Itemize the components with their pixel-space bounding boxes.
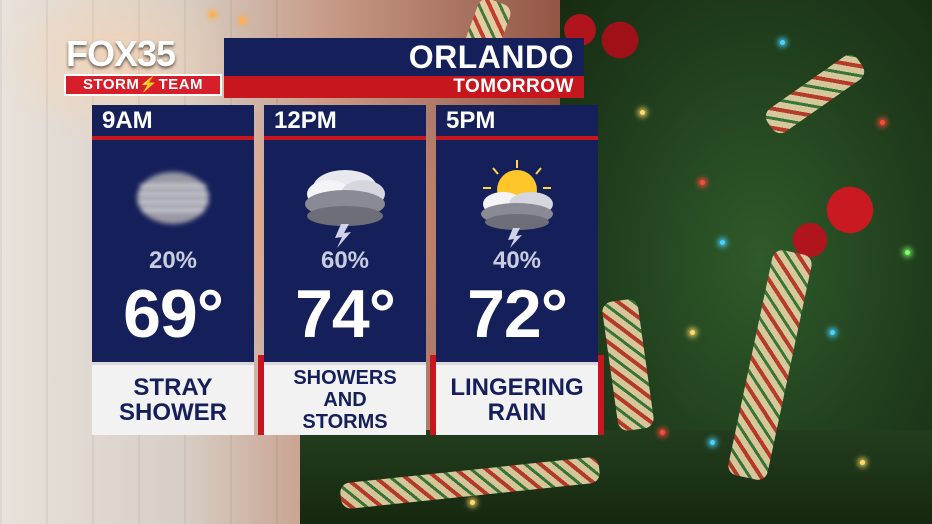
condition-line: STORMS	[302, 411, 388, 433]
tree-light	[210, 12, 215, 17]
channel-number: 35	[137, 33, 176, 74]
panel-footer: LINGERING RAIN	[436, 362, 598, 435]
panel-header: 12PM	[264, 105, 426, 140]
condition-line: LINGERING	[450, 374, 584, 401]
forecast-panel-9am: 9AM 20% 69° STRAY SHOWER	[92, 105, 254, 435]
fox-wordmark: FOX	[66, 33, 138, 74]
panel-header: 5PM	[436, 105, 598, 140]
condition-line: STRAY	[133, 374, 213, 401]
day-bar: TOMORROW	[224, 76, 584, 98]
fox-35-wordmark: FOX35	[66, 36, 216, 72]
precip-chance: 60%	[320, 247, 370, 274]
panel-body: 40% 72°	[436, 140, 598, 362]
panel-body: 20% 69°	[92, 140, 254, 362]
tree-light	[690, 330, 695, 335]
panel-header: 9AM	[92, 105, 254, 140]
temperature: 69°	[123, 276, 224, 352]
precip-chance: 40%	[492, 247, 542, 274]
tree-light	[470, 500, 475, 505]
condition-line: RAIN	[487, 399, 547, 426]
panel-footer: STRAY SHOWER	[92, 362, 254, 435]
tree-light	[660, 430, 665, 435]
tree-light	[780, 40, 785, 45]
tree-light	[830, 330, 835, 335]
tree-light	[860, 460, 865, 465]
storm-team-badge: STORM⚡TEAM	[64, 74, 222, 96]
condition-line: AND	[323, 389, 367, 411]
condition-line: SHOWER	[119, 399, 227, 426]
forecast-time: 12PM	[274, 107, 337, 134]
city-bar: ORLANDO	[224, 38, 584, 76]
panel-accent-bar	[430, 355, 436, 435]
tree-light	[640, 110, 645, 115]
temperature: 72°	[467, 276, 568, 352]
thunderstorm-icon	[264, 158, 426, 248]
condition-text: SHOWERS AND STORMS	[264, 367, 426, 433]
tree-light	[240, 18, 245, 23]
tree-light	[720, 240, 725, 245]
haze-cloud-icon	[92, 158, 254, 248]
forecast-time: 5PM	[446, 107, 496, 134]
forecast-time: 9AM	[102, 107, 153, 134]
precip-chance: 20%	[148, 247, 198, 274]
tree-light	[710, 440, 715, 445]
forecast-panel-12pm: 12PM 60% 74° SHOWERS AND STORMS	[258, 105, 426, 435]
condition-line: SHOWERS	[293, 367, 397, 389]
station-logo: FOX35 STORM⚡TEAM	[64, 36, 224, 98]
condition-text: STRAY SHOWER	[92, 375, 254, 425]
tree-light	[880, 120, 885, 125]
temperature: 74°	[295, 276, 396, 352]
forecast-day: TOMORROW	[453, 76, 574, 97]
panel-footer: SHOWERS AND STORMS	[264, 362, 426, 435]
forecast-panel-5pm: 5PM 40% 72° LINGER	[430, 105, 604, 435]
tree-light	[905, 250, 910, 255]
tree-light	[700, 180, 705, 185]
city-name: ORLANDO	[408, 39, 574, 75]
panel-accent-bar	[258, 355, 264, 435]
panel-body: 60% 74°	[264, 140, 426, 362]
condition-text: LINGERING RAIN	[436, 375, 598, 425]
sun-thunderstorm-icon	[436, 158, 598, 248]
panel-accent-bar	[598, 355, 604, 435]
